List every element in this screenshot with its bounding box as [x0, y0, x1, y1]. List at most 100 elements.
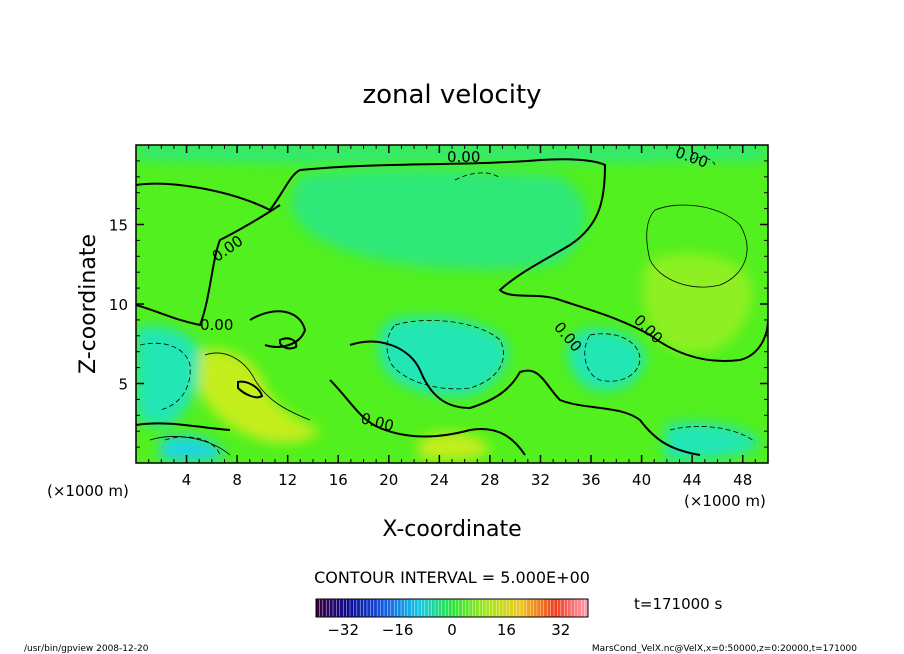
zero-contour-mid	[559, 299, 768, 362]
field-region-top-band	[136, 145, 768, 163]
zero-contour-left	[136, 204, 281, 327]
colorbar-segment-37	[441, 599, 446, 617]
colorbar-segment-63	[530, 599, 534, 617]
time-label: t=171000 s	[634, 595, 722, 613]
colorbar-segment-47	[475, 599, 480, 617]
secondary-contour-left	[149, 352, 311, 456]
colorbar	[315, 599, 589, 617]
x-tick-label-9: 40	[632, 471, 651, 489]
colorbar-segment-42	[458, 599, 463, 617]
contour-label-4: 0.00	[200, 316, 233, 334]
velocity-field: 0.00 0.00 0.00 0.00 0.00 0.00 0.00	[136, 145, 768, 462]
colorbar-segment-4	[329, 599, 334, 617]
colorbar-tick-label-0: −32	[327, 621, 359, 639]
field-region-bottom-positive	[417, 432, 491, 461]
x-tick-label-10: 44	[683, 471, 702, 489]
colorbar-segment-22	[390, 599, 395, 617]
field-region-upper-negative	[290, 169, 587, 270]
colorbar-segment-64	[533, 599, 538, 617]
colorbar-segment-60	[520, 599, 524, 617]
colorbar-segment-2	[322, 599, 327, 617]
colorbar-segment-30	[418, 599, 422, 617]
footer-right: MarsCond_VelX.nc@VelX,x=0:50000,z=0:2000…	[592, 644, 857, 654]
x-tick-label-7: 32	[531, 471, 550, 489]
y-axis-label: Z-coordinate	[76, 234, 101, 374]
colorbar-tick-label-4: 32	[551, 621, 570, 639]
colorbar-segment-35	[435, 599, 439, 617]
x-unit-label-left: (×1000 m)	[47, 482, 129, 500]
dashed-contour-top	[454, 157, 716, 181]
field-region-lower-left-positive	[198, 349, 320, 443]
field-region-center-right-negative	[567, 328, 645, 391]
x-axis-label: X-coordinate	[382, 517, 521, 542]
colorbar-segment-41	[455, 599, 459, 617]
colorbar-segment-14	[363, 599, 368, 617]
footer-left: /usr/bin/gpview 2008-12-20	[24, 644, 149, 654]
x-tick-label-3: 16	[329, 471, 348, 489]
colorbar-segment-34	[431, 599, 436, 617]
colorbar-segment-53	[496, 599, 500, 617]
zero-contour-lower	[249, 310, 701, 456]
colorbar-segment-71	[557, 599, 561, 617]
colorbar-segment-13	[360, 599, 364, 617]
y-tick-label-1: 10	[109, 296, 128, 314]
colorbar-segment-68	[547, 599, 551, 617]
colorbar-segment-5	[333, 599, 337, 617]
colorbar-segment-70	[554, 599, 558, 617]
colorbar-segment-44	[465, 599, 470, 617]
x-tick-label-8: 36	[581, 471, 600, 489]
dashed-contour-left	[139, 342, 221, 456]
x-tick-label-6: 28	[480, 471, 499, 489]
colorbar-segment-29	[414, 599, 419, 617]
dashed-contour-right	[584, 333, 756, 443]
colorbar-segment-46	[472, 599, 476, 617]
colorbar-segment-18	[377, 599, 381, 617]
colorbar-segment-23	[394, 599, 398, 617]
colorbar-segment-6	[336, 599, 340, 617]
colorbar-segment-51	[489, 599, 493, 617]
y-axis: 5 10 15	[109, 160, 768, 448]
colorbar-segment-72	[560, 599, 565, 617]
colorbar-segment-76	[574, 599, 578, 617]
colorbar-segment-24	[397, 599, 402, 617]
colorbar-segment-55	[503, 599, 507, 617]
y-tick-label-2: 15	[109, 217, 128, 235]
colorbar-segment-67	[543, 599, 548, 617]
colorbar-segment-26	[404, 599, 408, 617]
colorbar-segment-19	[380, 599, 385, 617]
colorbar-segment-8	[343, 599, 347, 617]
colorbar-segment-56	[506, 599, 510, 617]
colorbar-segment-25	[401, 599, 405, 617]
plot-area: 0.00 0.00 0.00 0.00 0.00 0.00 0.00	[135, 144, 769, 464]
chart-title: zonal velocity	[362, 80, 541, 110]
colorbar-tick-label-3: 16	[497, 621, 516, 639]
colorbar-frame	[315, 598, 589, 618]
colorbar-segment-15	[367, 599, 371, 617]
colorbar-segment-40	[452, 599, 456, 617]
colorbar-segment-39	[448, 599, 453, 617]
dashed-contour-center	[386, 320, 504, 390]
x-unit-label-right: (×1000 m)	[684, 492, 766, 510]
secondary-contour-right	[646, 204, 748, 288]
colorbar-segment-75	[571, 599, 575, 617]
colorbar-tick-label-1: −16	[382, 621, 414, 639]
field-region-right-positive	[642, 253, 753, 354]
colorbar-segment-11	[353, 599, 357, 617]
colorbar-segment-20	[384, 599, 388, 617]
colorbar-segment-32	[424, 599, 429, 617]
colorbar-segment-12	[356, 599, 361, 617]
x-tick-label-1: 8	[232, 471, 242, 489]
colorbar-segment-77	[577, 599, 582, 617]
colorbar-segment-45	[469, 599, 473, 617]
colorbar-segment-52	[492, 599, 497, 617]
zero-contour-upper	[136, 158, 607, 301]
y-tick-label-0: 5	[118, 376, 128, 394]
field-region-left-negative	[136, 326, 201, 427]
colorbar-segment-54	[499, 599, 504, 617]
colorbar-tick-label-2: 0	[447, 621, 457, 639]
colorbar-segment-48	[479, 599, 483, 617]
colorbar-segment-57	[509, 599, 514, 617]
colorbar-segment-73	[564, 599, 568, 617]
colorbar-segment-7	[339, 599, 344, 617]
